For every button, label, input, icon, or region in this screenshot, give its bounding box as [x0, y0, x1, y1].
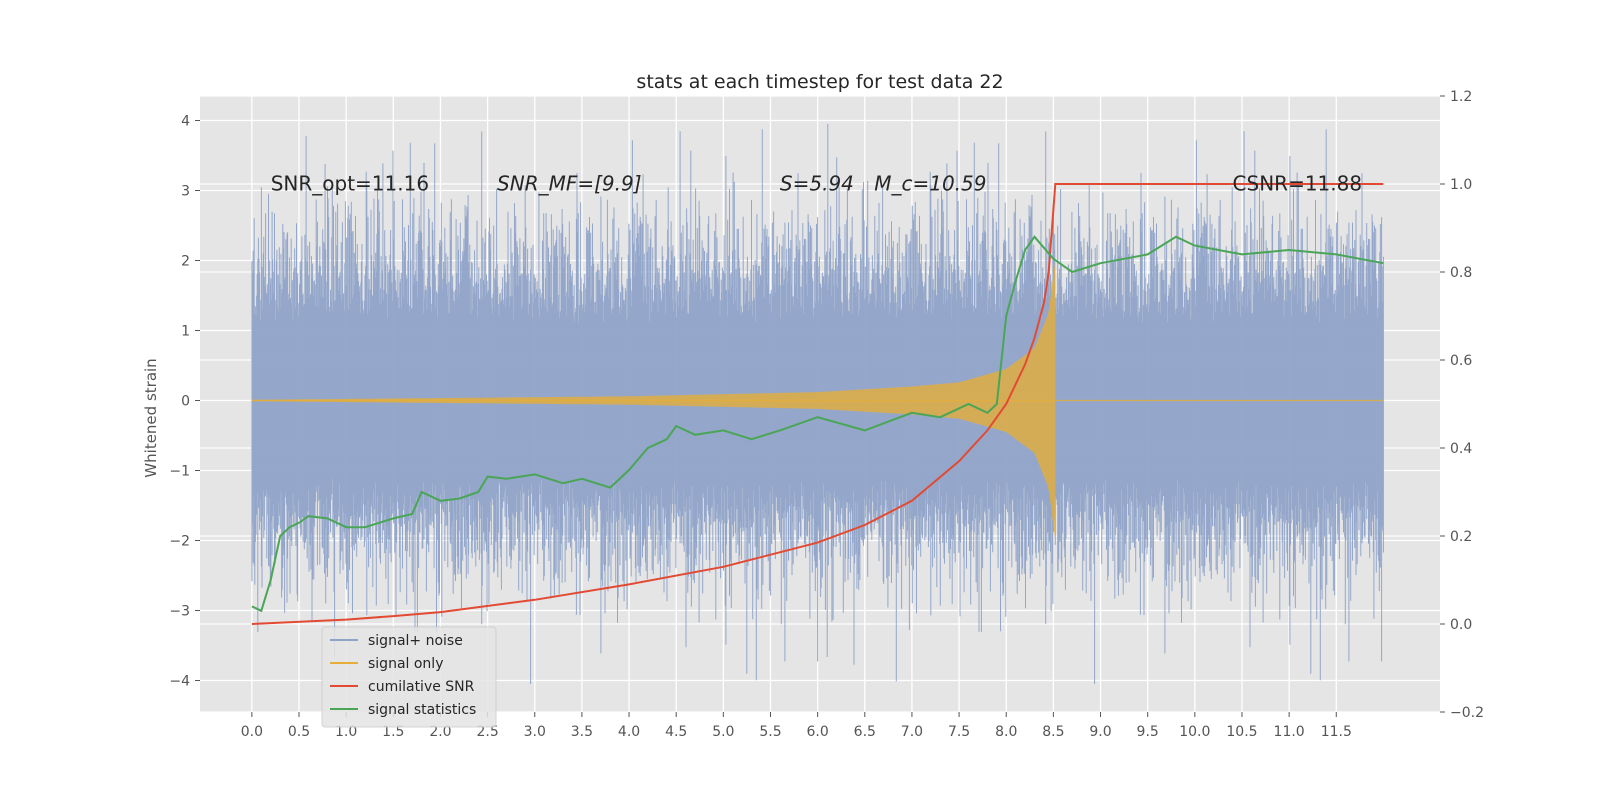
y-axis-label: Whitened strain [142, 358, 160, 477]
legend-label-3: signal statistics [368, 702, 476, 718]
y-right-tick-label-5: 0.8 [1450, 265, 1472, 281]
x-tick-label-1: 0.5 [288, 724, 310, 740]
annotation-1: SNR_MF=[9.9] [497, 172, 641, 196]
y-tick-label-2: −2 [169, 534, 190, 550]
legend-box [321, 626, 497, 728]
x-tick-label-21: 10.5 [1226, 724, 1257, 740]
y-right-tick-label-6: 1.0 [1450, 177, 1472, 193]
y-tick-label-5: 1 [181, 324, 190, 340]
x-tick-label-19: 9.5 [1137, 724, 1159, 740]
annotation-3: M_c=10.59 [874, 172, 986, 196]
y-right-tick-label-3: 0.4 [1450, 441, 1472, 457]
annotation-4: CSNR=11.88 [1233, 172, 1363, 196]
x-tick-label-4: 2.0 [429, 724, 451, 740]
x-tick-label-6: 3.0 [524, 724, 546, 740]
y-right-tick-label-2: 0.2 [1450, 529, 1472, 545]
annotation-2: S=5.94 [780, 172, 854, 196]
x-tick-label-10: 5.0 [712, 724, 734, 740]
x-tick-label-11: 5.5 [759, 724, 781, 740]
chart-legend: signal+ noise signal only cumilative SNR si… [321, 626, 497, 728]
signal-only-series [251, 260, 1384, 541]
x-tick-label-16: 8.0 [995, 724, 1017, 740]
x-tick-label-12: 6.0 [807, 724, 829, 740]
x-tick-label-22: 11.0 [1274, 724, 1305, 740]
x-tick-label-2: 1.0 [335, 724, 357, 740]
legend-label-1: signal only [368, 656, 443, 672]
x-tick-label-18: 9.0 [1089, 724, 1111, 740]
y-axis-left-ticks: −4 −3 −2 −1 0 1 2 3 4 [169, 114, 200, 690]
x-tick-label-9: 4.5 [665, 724, 687, 740]
y-tick-label-1: −3 [169, 604, 190, 620]
chart-title: stats at each timestep for test data 22 [636, 71, 1003, 93]
x-tick-label-13: 6.5 [854, 724, 876, 740]
y-tick-label-0: −4 [169, 674, 190, 690]
x-axis-ticks: 0.0 0.5 1.0 1.5 2.0 2.5 3.0 3.5 4.0 4.5 5.0 5.5 6.0 6… [241, 712, 1352, 740]
y-tick-label-8: 4 [181, 114, 190, 130]
x-tick-label-3: 1.5 [382, 724, 404, 740]
y-tick-label-4: 0 [181, 394, 190, 410]
x-tick-label-14: 7.0 [901, 724, 923, 740]
y-tick-label-6: 2 [181, 254, 190, 270]
y-right-tick-label-7: 1.2 [1450, 89, 1472, 105]
x-tick-label-20: 10.0 [1179, 724, 1210, 740]
x-tick-label-7: 3.5 [571, 724, 593, 740]
annotation-0: SNR_opt=11.16 [271, 172, 429, 196]
y-right-tick-label-4: 0.6 [1450, 353, 1472, 369]
legend-label-0: signal+ noise [368, 633, 463, 649]
y-tick-label-7: 3 [181, 184, 190, 200]
cumilative-snr-line [251, 183, 1384, 625]
y-right-tick-label-0: −0.2 [1450, 705, 1484, 721]
y-right-tick-label-1: 0.0 [1450, 617, 1472, 633]
x-tick-label-0: 0.0 [241, 724, 263, 740]
chart-annotations: SNR_opt=11.16 SNR_MF=[9.9] S=5.94 M_c=10.59… [271, 172, 1362, 196]
y-axis-right-ticks: −0.2 0.0 0.2 0.4 0.6 0.8 1.0 1.2 [1440, 89, 1484, 721]
x-tick-label-5: 2.5 [476, 724, 498, 740]
legend-label-2: cumilative SNR [368, 679, 475, 695]
y-tick-label-3: −1 [169, 464, 190, 480]
signal-statistics-line [251, 235, 1384, 613]
x-tick-label-8: 4.0 [618, 724, 640, 740]
x-tick-label-23: 11.5 [1321, 724, 1352, 740]
overlay-lines [251, 183, 1384, 625]
x-tick-label-17: 8.5 [1042, 724, 1064, 740]
x-tick-label-15: 7.5 [948, 724, 970, 740]
